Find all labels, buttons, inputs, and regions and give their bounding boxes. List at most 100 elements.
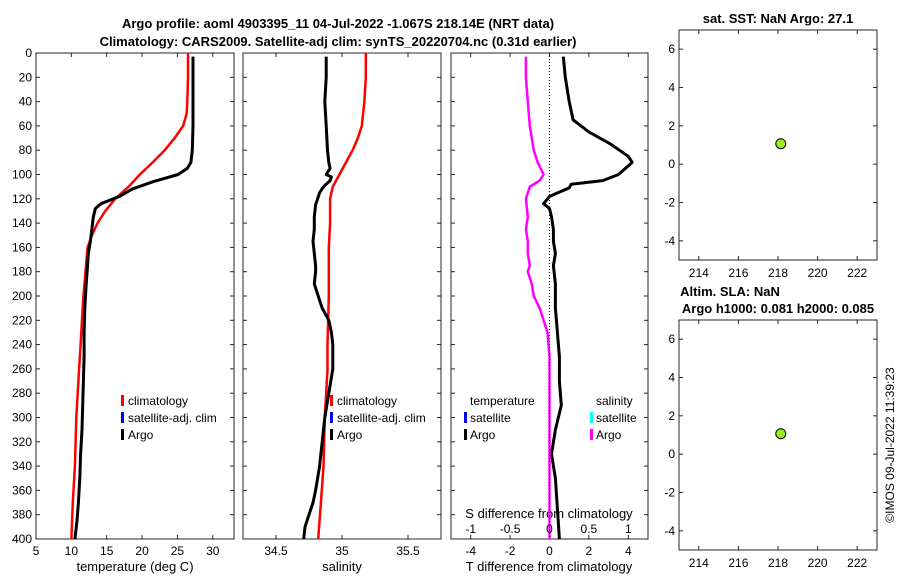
y-tick-label: 280 xyxy=(12,386,32,400)
y-tick-label: 4 xyxy=(668,371,675,385)
top-tick-label: 0.5 xyxy=(581,522,598,536)
difference-panel: T difference from climatology S differen… xyxy=(450,52,649,574)
x-tick-label: 218 xyxy=(768,266,788,280)
y-tick-label: 220 xyxy=(12,313,32,327)
y-tick-label: 6 xyxy=(668,42,675,56)
y-tick-label: 2 xyxy=(668,119,675,133)
y-tick-label: 40 xyxy=(19,95,33,109)
y-tick-label: -2 xyxy=(664,486,675,500)
legend-label: satellite-adj. clim xyxy=(128,411,217,425)
y-tick-label: 0 xyxy=(668,157,675,171)
y-tick-label: -4 xyxy=(664,524,675,538)
legend-label: satellite-adj. clim xyxy=(337,411,426,425)
argo-line xyxy=(302,56,335,540)
salinity-axes-box xyxy=(242,52,442,540)
sla-panel: Altim. SLA: NaN Argo h1000: 0.081 h2000:… xyxy=(664,284,878,570)
sst-title: sat. SST: NaN Argo: 27.1 xyxy=(703,11,854,26)
y-tick-label: 300 xyxy=(12,411,32,425)
top-tick-label: -0.5 xyxy=(500,522,521,536)
top-tick-label: -1 xyxy=(465,522,476,536)
x-tick-label: 25 xyxy=(171,544,185,558)
legend-swatch xyxy=(590,412,593,423)
x-tick-label: 5 xyxy=(33,544,40,558)
x-tick-label: 35.5 xyxy=(396,544,420,558)
y-tick-label: 240 xyxy=(12,338,32,352)
y-tick-label: 100 xyxy=(12,168,32,182)
x-tick-label: 10 xyxy=(65,544,79,558)
legend-swatch xyxy=(121,412,124,423)
temperature-xlabel: temperature (deg C) xyxy=(76,559,193,574)
x-tick-label: -4 xyxy=(465,544,476,558)
y-tick-label: 320 xyxy=(12,435,32,449)
y-tick-label: 0 xyxy=(668,447,675,461)
imos-watermark: ©IMOS 09-Jul-2022 11:39:23 xyxy=(883,367,897,523)
legend-swatch xyxy=(330,395,333,406)
legend-heading-salinity: salinity xyxy=(596,394,633,408)
x-tick-label: 220 xyxy=(808,556,828,570)
legend-swatch xyxy=(330,412,333,423)
y-tick-label: 20 xyxy=(19,70,33,84)
y-tick-label: 0 xyxy=(25,46,32,60)
legend-swatch xyxy=(121,395,124,406)
figure-title-line2: Climatology: CARS2009. Satellite-adj cli… xyxy=(100,34,577,49)
top-tick-label: 1 xyxy=(625,522,632,536)
x-tick-label: 20 xyxy=(135,544,149,558)
climatology-line xyxy=(70,53,190,540)
salinity-xlabel: salinity xyxy=(322,559,362,574)
legend-swatch xyxy=(464,429,467,440)
x-tick-label: 218 xyxy=(768,556,788,570)
y-tick-label: 260 xyxy=(12,362,32,376)
argo-line xyxy=(73,56,195,540)
figure-title-line1: Argo profile: aoml 4903395_11 04-Jul-202… xyxy=(122,16,554,31)
y-tick-label: -4 xyxy=(664,234,675,248)
x-tick-label: 34.5 xyxy=(264,544,288,558)
x-tick-label: 15 xyxy=(100,544,114,558)
y-tick-label: 120 xyxy=(12,192,32,206)
y-tick-label: 80 xyxy=(19,143,33,157)
legend-label: Argo xyxy=(596,428,622,442)
legend-label: satellite xyxy=(470,411,511,425)
argo-location-marker xyxy=(775,138,787,150)
y-tick-label: 60 xyxy=(19,119,33,133)
x-tick-label: 2 xyxy=(586,544,593,558)
x-tick-label: 222 xyxy=(847,266,867,280)
x-tick-label: 4 xyxy=(625,544,632,558)
x-tick-label: 30 xyxy=(206,544,220,558)
temperature-argo-line xyxy=(542,56,634,540)
temperature-panel: temperature (deg C) 5 10 15 20 25 30020406080… xyxy=(12,46,235,574)
y-tick-label: 160 xyxy=(12,240,32,254)
x-tick-label: 214 xyxy=(689,556,709,570)
legend-heading-temperature: temperature xyxy=(470,394,535,408)
y-tick-label: 4 xyxy=(668,81,675,95)
y-tick-label: 6 xyxy=(668,332,675,346)
sla-subtitle: Argo h1000: 0.081 h2000: 0.085 xyxy=(682,301,874,316)
salinity-panel: salinity 34.5 35 35.5 climatology satellite-… xyxy=(242,52,442,574)
legend-label: satellite xyxy=(596,411,637,425)
argo-location-marker xyxy=(775,428,787,440)
legend-swatch xyxy=(121,429,124,440)
legend-label: Argo xyxy=(337,428,363,442)
y-tick-label: -2 xyxy=(664,196,675,210)
y-tick-label: 200 xyxy=(12,289,32,303)
sla-title: Altim. SLA: NaN xyxy=(680,284,780,299)
y-tick-label: 340 xyxy=(12,459,32,473)
x-tick-label: -2 xyxy=(505,544,516,558)
legend-label: Argo xyxy=(128,428,154,442)
y-tick-label: 360 xyxy=(12,483,32,497)
x-tick-label: 220 xyxy=(808,266,828,280)
y-tick-label: 140 xyxy=(12,216,32,230)
y-tick-label: 2 xyxy=(668,409,675,423)
y-tick-label: 180 xyxy=(12,265,32,279)
legend-swatch xyxy=(590,429,593,440)
x-tick-label: 214 xyxy=(689,266,709,280)
legend-swatch xyxy=(464,412,467,423)
sst-panel: sat. SST: NaN Argo: 27.1 214 216 218 220 222… xyxy=(664,11,878,280)
x-tick-label: 222 xyxy=(847,556,867,570)
x-tick-label: 216 xyxy=(728,556,748,570)
x-tick-label: 35 xyxy=(335,544,349,558)
y-tick-label: 400 xyxy=(12,532,32,546)
x-tick-label: 216 xyxy=(728,266,748,280)
legend-label: climatology xyxy=(128,394,188,408)
top-tick-label: 0 xyxy=(546,522,553,536)
